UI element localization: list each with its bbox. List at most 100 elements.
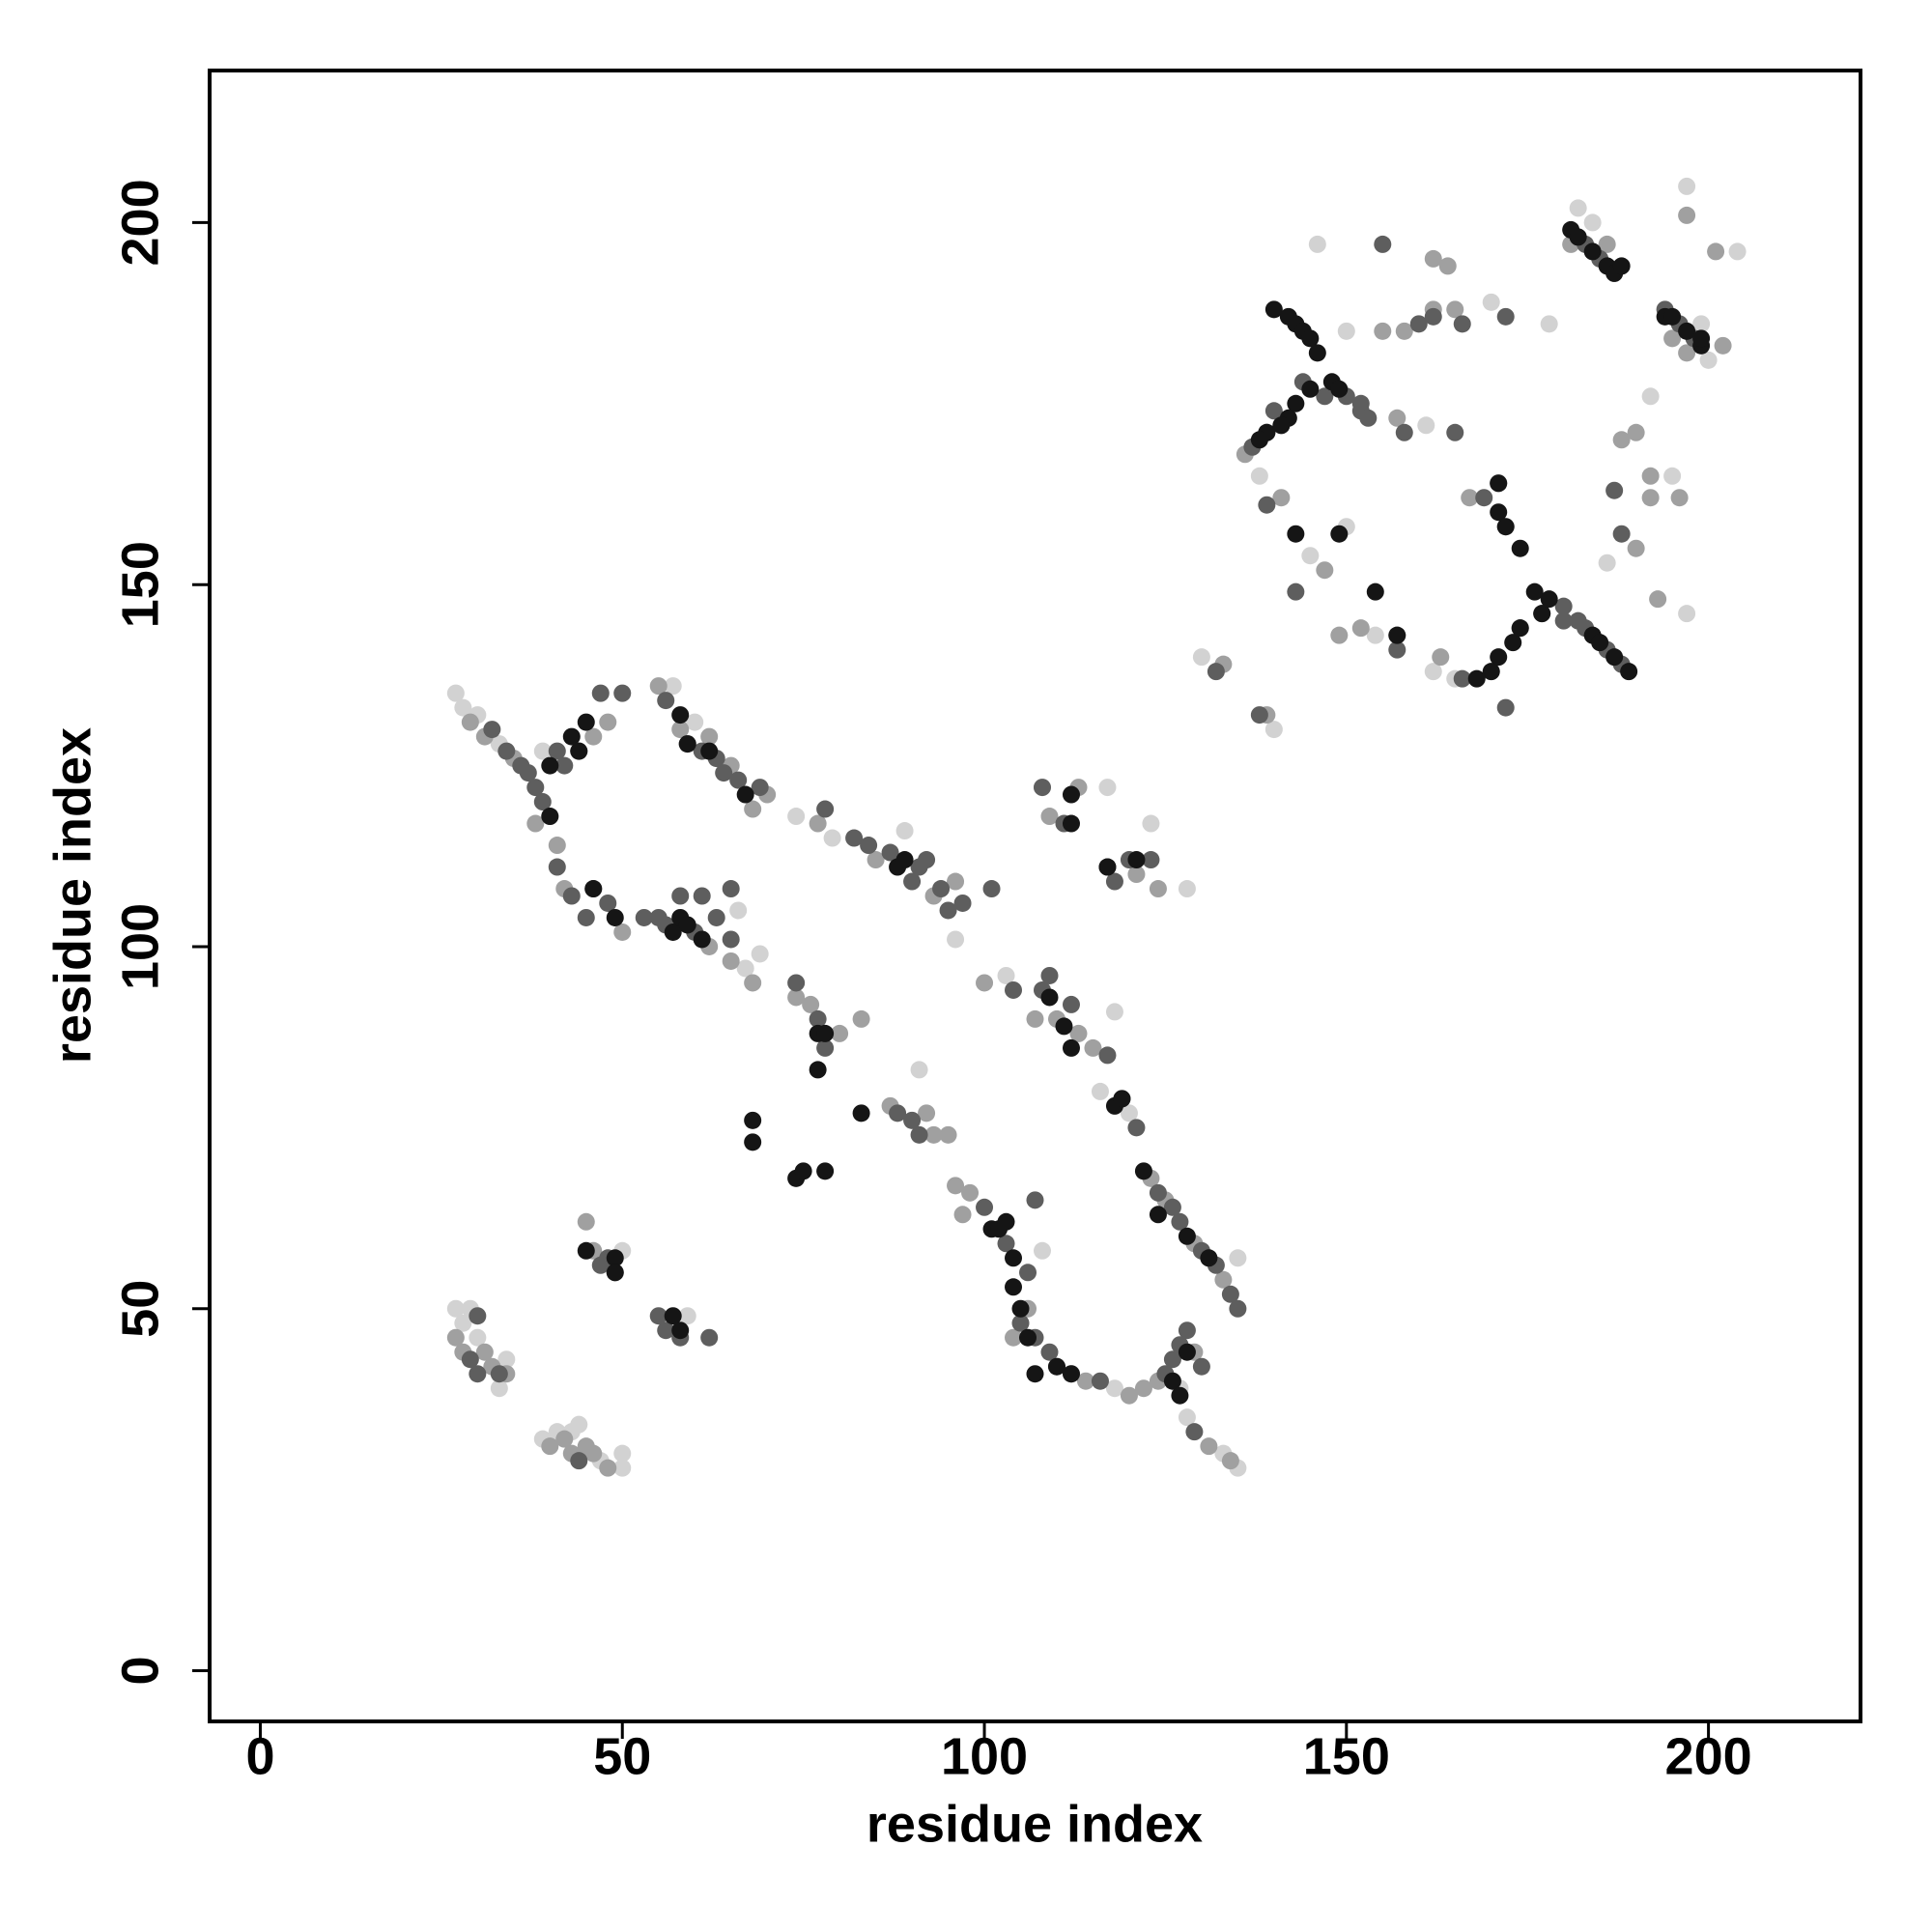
scatter-point: [1076, 1372, 1094, 1390]
scatter-point: [649, 677, 668, 696]
scatter-point: [976, 1198, 994, 1216]
scatter-point: [1663, 307, 1682, 326]
scatter-point: [736, 959, 754, 978]
scatter-point: [606, 1264, 624, 1282]
scatter-point: [497, 1350, 516, 1369]
scatter-point: [1395, 322, 1413, 340]
scatter-point: [1359, 409, 1378, 427]
scatter-point: [541, 808, 559, 826]
scatter-point: [591, 684, 610, 702]
scatter-point: [1366, 626, 1384, 644]
scatter-point: [816, 1038, 835, 1057]
scatter-point: [1229, 1299, 1247, 1318]
scatter-point: [1178, 1343, 1196, 1361]
scatter-point: [577, 908, 595, 926]
scatter-point: [1490, 474, 1508, 493]
x-tick-label: 150: [1303, 1727, 1390, 1785]
scatter-point: [1612, 525, 1631, 543]
scatter-point: [1011, 1299, 1030, 1318]
scatter-point: [635, 908, 653, 926]
scatter-point: [664, 1307, 682, 1325]
scatter-point: [533, 742, 552, 760]
scatter-point: [606, 1249, 624, 1267]
scatter-point: [823, 829, 841, 847]
scatter-point: [613, 923, 632, 941]
scatter-point: [1098, 779, 1117, 797]
scatter-point: [1432, 648, 1450, 667]
scatter-point: [953, 1206, 972, 1224]
x-tick-label: 200: [1665, 1727, 1752, 1785]
scatter-point: [903, 1111, 922, 1129]
scatter-point: [722, 930, 740, 949]
scatter-point: [1678, 322, 1696, 340]
scatter-point: [1714, 336, 1732, 355]
scatter-point: [584, 727, 603, 746]
scatter-point: [744, 1133, 762, 1151]
scatter-point: [613, 684, 632, 702]
scatter-point: [1351, 619, 1370, 638]
scatter-point: [1062, 995, 1080, 1013]
y-axis-label: residue index: [43, 727, 101, 1064]
scatter-point: [1040, 988, 1059, 1007]
scatter-point: [787, 808, 806, 826]
scatter-point: [852, 1104, 870, 1122]
scatter-point: [700, 742, 719, 760]
scatter-point: [1409, 315, 1428, 333]
scatter-point: [1171, 1212, 1189, 1231]
scatter-point: [1678, 605, 1696, 623]
scatter-point: [1641, 489, 1660, 507]
scatter-point: [678, 916, 696, 934]
scatter-point: [1316, 561, 1334, 580]
scatter-point: [1033, 779, 1051, 797]
scatter-point: [802, 995, 820, 1013]
scatter-point: [1496, 518, 1515, 536]
scatter-point: [555, 756, 574, 775]
scatter-point: [1583, 242, 1602, 261]
scatter-point: [947, 872, 965, 891]
scatter-point: [1554, 597, 1573, 615]
scatter-point: [1005, 1278, 1023, 1296]
scatter-point: [461, 713, 479, 731]
scatter-point: [1192, 1357, 1210, 1376]
scatter-point: [924, 1125, 943, 1144]
scatter-point: [700, 727, 719, 746]
scatter-point: [1511, 539, 1529, 557]
scatter-point: [1316, 387, 1334, 406]
scatter-point: [744, 800, 762, 818]
scatter-point: [1134, 1379, 1152, 1398]
scatter-point: [1040, 1343, 1059, 1361]
scatter-point: [541, 756, 559, 775]
scatter-point: [1005, 1328, 1023, 1347]
scatter-point: [1142, 851, 1160, 869]
scatter-point: [548, 858, 566, 876]
scatter-point: [1040, 808, 1059, 826]
scatter-point: [1605, 481, 1624, 499]
scatter-point: [1649, 590, 1667, 609]
scatter-point: [1438, 257, 1457, 275]
scatter-point: [599, 713, 617, 731]
scatter-point: [1091, 1372, 1109, 1390]
scatter-point: [1062, 1365, 1080, 1383]
scatter-point: [881, 843, 899, 862]
scatter-point: [1149, 1206, 1167, 1224]
scatter-point: [446, 684, 465, 702]
scatter-point: [1699, 351, 1718, 369]
scatter-point: [1200, 1249, 1218, 1267]
scatter-point: [953, 894, 972, 912]
scatter-point: [657, 1321, 675, 1340]
scatter-point: [1366, 582, 1384, 601]
scatter-point: [664, 923, 682, 941]
scatter-point: [613, 1444, 632, 1463]
scatter-point: [889, 1104, 907, 1122]
scatter-point: [1388, 409, 1406, 427]
scatter-point: [1670, 489, 1689, 507]
scatter-point: [1612, 257, 1631, 275]
scatter-point: [490, 1365, 508, 1383]
scatter-point: [1098, 1046, 1117, 1065]
scatter-point: [671, 887, 690, 905]
scatter-point: [961, 1183, 980, 1202]
scatter-point: [1178, 1227, 1196, 1245]
x-axis-label: residue index: [867, 1795, 1203, 1853]
scatter-point: [570, 1452, 588, 1470]
scatter-point: [1612, 431, 1631, 449]
